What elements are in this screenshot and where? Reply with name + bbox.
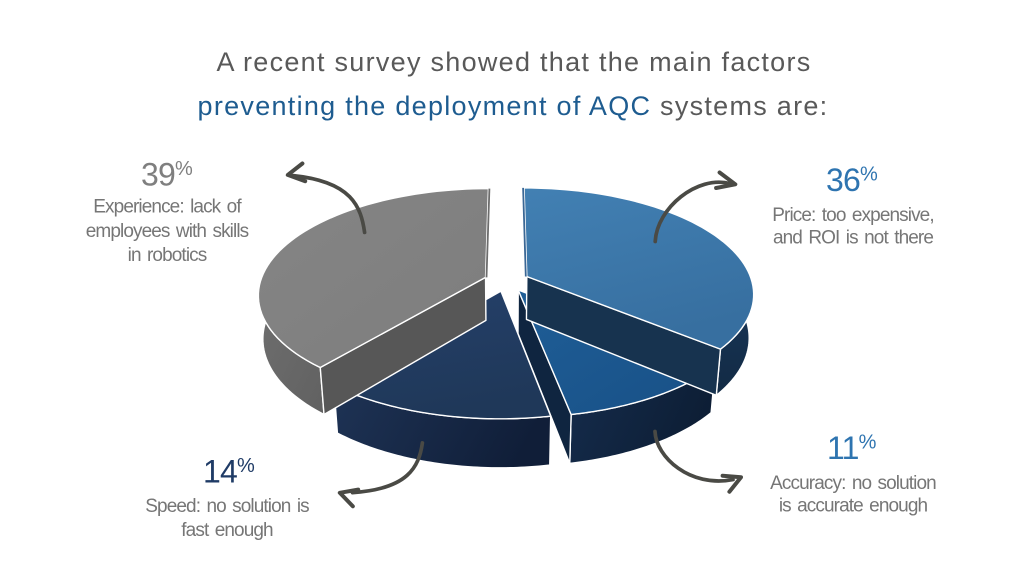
svg-text:employees with skills: employees with skills: [86, 221, 249, 242]
svg-text:fast enough: fast enough: [181, 520, 273, 541]
svg-text:36%: 36%: [826, 162, 878, 198]
svg-text:39%: 39%: [141, 157, 193, 193]
svg-text:Price: too expensive,: Price: too expensive,: [772, 205, 933, 226]
svg-text:Experience: lack of: Experience: lack of: [93, 197, 242, 218]
svg-text:is accurate enough: is accurate enough: [779, 495, 928, 516]
svg-text:in robotics: in robotics: [128, 245, 207, 266]
svg-text:11%: 11%: [827, 430, 877, 466]
svg-text:Accuracy: no solution: Accuracy: no solution: [770, 473, 936, 494]
svg-text:14%: 14%: [203, 454, 255, 490]
svg-text:preventing the deployment of A: preventing the deployment of AQC systems…: [198, 91, 829, 121]
svg-text:Speed: no solution is: Speed: no solution is: [145, 496, 309, 517]
svg-text:A recent survey showed that th: A recent survey showed that the main fac…: [216, 47, 811, 77]
svg-text:and ROI is not there: and ROI is not there: [773, 228, 933, 249]
